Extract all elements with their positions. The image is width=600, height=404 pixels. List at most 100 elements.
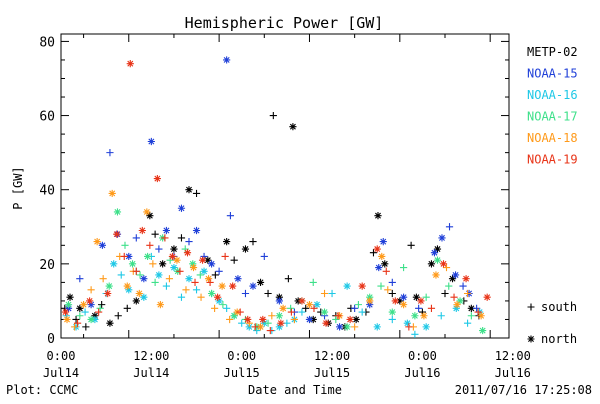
data-point-north — [279, 304, 287, 312]
data-point-north — [156, 301, 164, 309]
data-point-north — [275, 293, 283, 301]
data-point-south — [73, 319, 82, 327]
data-point-north — [439, 260, 448, 268]
data-point-north — [198, 256, 207, 264]
data-point-north — [113, 230, 121, 238]
x-tick-label-time: 12:00 — [314, 349, 350, 363]
data-point-north — [138, 226, 146, 235]
data-point-north — [374, 212, 382, 220]
legend-entry: NOAA-16 — [527, 88, 578, 102]
data-point-north — [230, 312, 238, 320]
data-point-north — [200, 267, 208, 275]
data-point-north — [64, 304, 73, 312]
data-point-north — [189, 260, 197, 268]
y-tick-label: 80 — [39, 35, 55, 50]
data-point-south — [332, 315, 340, 324]
data-point-south — [369, 249, 378, 257]
data-point-north — [229, 282, 237, 290]
data-point-north — [411, 312, 419, 320]
data-point-south — [266, 326, 274, 335]
data-point-south — [463, 289, 472, 298]
data-point-north — [143, 252, 152, 261]
data-point-north — [422, 323, 430, 331]
legend-entry: METP-02 — [527, 45, 578, 59]
data-point-south — [445, 223, 454, 231]
data-point-south — [328, 289, 336, 298]
data-point-north — [108, 189, 116, 198]
data-point-south — [166, 256, 174, 264]
data-point-north — [366, 293, 374, 301]
data-point-south — [223, 304, 231, 312]
data-point-south — [251, 323, 259, 331]
data-point-north — [452, 304, 460, 312]
data-point-north — [313, 301, 321, 309]
data-point-south — [309, 278, 317, 286]
data-point-south — [185, 238, 193, 246]
y-tick-label: 60 — [39, 110, 55, 125]
data-point-south — [445, 282, 453, 290]
data-point-north — [110, 260, 118, 268]
data-point-north — [275, 323, 283, 331]
data-point-north — [378, 252, 386, 261]
data-point-south — [405, 323, 413, 331]
data-point-north — [320, 308, 329, 316]
data-point-south — [95, 308, 103, 316]
data-point-north — [412, 293, 420, 301]
data-point-north — [113, 208, 122, 216]
data-point-north — [305, 315, 314, 324]
data-point-south — [238, 319, 246, 327]
data-point-south — [474, 308, 482, 316]
data-point-south — [192, 189, 201, 198]
data-point-south — [351, 323, 359, 331]
y-tick-label: 40 — [39, 184, 55, 199]
data-point-north — [91, 312, 99, 320]
data-point-south — [384, 286, 392, 294]
data-point-north — [256, 278, 265, 286]
data-point-south — [302, 304, 310, 312]
data-point-north — [76, 304, 84, 312]
data-point-north — [346, 315, 354, 324]
data-point-north — [462, 275, 470, 283]
data-point-north — [289, 123, 297, 131]
data-point-north — [177, 204, 186, 212]
data-point-north — [432, 271, 440, 279]
data-point-south — [165, 275, 174, 283]
x-tick-label-time: 0:00 — [47, 349, 76, 363]
data-point-south — [96, 304, 104, 312]
data-point-north — [396, 297, 404, 305]
data-point-north — [125, 286, 133, 294]
data-point-south — [176, 267, 184, 275]
data-point-south — [442, 263, 451, 272]
data-point-north — [451, 271, 460, 279]
data-point-south — [182, 286, 190, 294]
data-point-south — [191, 278, 199, 286]
data-point-south — [241, 289, 250, 298]
data-point-south — [121, 241, 129, 249]
data-point-north — [438, 234, 446, 242]
data-point-north — [215, 297, 223, 305]
data-point-north — [86, 297, 94, 305]
data-point-south — [450, 293, 458, 301]
x-tick-label-time: 12:00 — [495, 349, 531, 363]
data-point-north — [483, 293, 491, 301]
data-point-north — [123, 282, 131, 290]
data-point-north — [159, 260, 167, 268]
data-point-north — [358, 282, 366, 290]
data-point-north — [479, 326, 487, 335]
data-point-south — [151, 278, 159, 286]
data-point-north — [275, 312, 283, 320]
data-point-south — [358, 308, 366, 316]
data-point-north — [147, 137, 155, 146]
data-point-north — [91, 315, 99, 324]
series-legend: METP-02 NOAA-15 NOAA-16 NOAA-17 NOAA-18 NOAA-… — [527, 45, 578, 167]
data-point-north — [106, 319, 114, 327]
data-point-north — [192, 226, 201, 235]
data-point-north — [420, 312, 428, 320]
data-point-north — [305, 301, 314, 309]
data-point-south — [411, 330, 419, 338]
data-point-north — [467, 304, 475, 312]
data-point-south — [76, 312, 84, 320]
data-point-south — [354, 301, 363, 309]
data-point-north — [294, 297, 302, 305]
